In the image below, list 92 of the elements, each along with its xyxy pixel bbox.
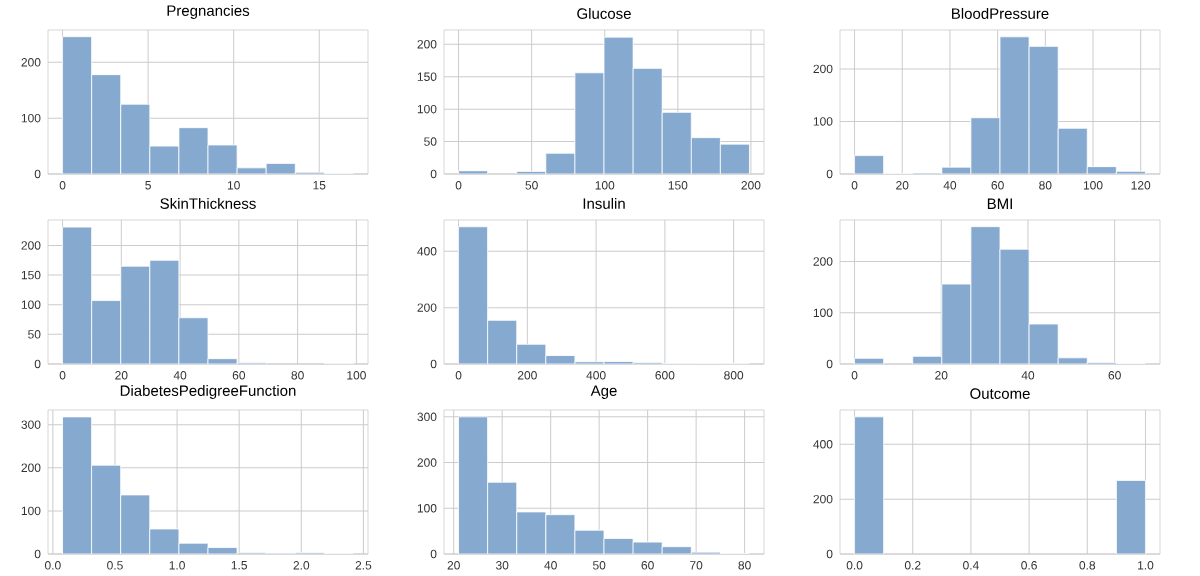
x-tick-label: 0 bbox=[59, 371, 66, 380]
x-tick-label: 0.0 bbox=[846, 561, 863, 570]
y-tick-label: 50 bbox=[424, 137, 437, 146]
x-tick-label: 1.0 bbox=[169, 561, 185, 570]
y-tick-label: 0 bbox=[826, 169, 833, 179]
x-tick-label: 600 bbox=[655, 371, 675, 380]
chart-title: Age bbox=[590, 385, 617, 399]
x-tick-label: 50 bbox=[592, 561, 606, 570]
x-tick-label: 400 bbox=[586, 371, 606, 380]
y-tick-label: 200 bbox=[21, 241, 41, 250]
y-tick-label: 0 bbox=[34, 169, 41, 179]
y-tick-label: 200 bbox=[21, 463, 41, 473]
y-tick-label: 100 bbox=[21, 300, 41, 309]
x-tick-label: 1.5 bbox=[231, 561, 248, 570]
y-tick-label: 400 bbox=[813, 440, 833, 449]
y-tick-label: 0 bbox=[34, 549, 41, 559]
y-tick-label: 300 bbox=[21, 420, 41, 429]
chart-title: DiabetesPedigreeFunction bbox=[120, 384, 296, 399]
y-tick-label: 200 bbox=[417, 458, 437, 467]
x-tick-label: 80 bbox=[291, 371, 304, 380]
y-tick-label: 100 bbox=[813, 308, 833, 317]
x-tick-label: 15 bbox=[313, 181, 326, 190]
y-tick-label: 200 bbox=[417, 303, 437, 312]
x-tick-label: 200 bbox=[741, 181, 761, 190]
x-tick-label: 0 bbox=[851, 371, 858, 380]
y-tick-label: 0 bbox=[430, 359, 437, 369]
y-tick-label: 200 bbox=[417, 40, 437, 49]
x-tick-label: 0.5 bbox=[107, 561, 123, 570]
x-tick-label: 2.5 bbox=[355, 561, 372, 570]
y-tick-label: 400 bbox=[417, 247, 437, 256]
x-tick-label: 0 bbox=[851, 181, 858, 190]
x-tick-label: 0.6 bbox=[1021, 561, 1037, 570]
x-tick-label: 70 bbox=[690, 561, 703, 570]
x-tick-label: 20 bbox=[115, 371, 128, 380]
x-tick-label: 800 bbox=[724, 371, 744, 380]
y-tick-label: 0 bbox=[34, 359, 41, 369]
x-tick-label: 40 bbox=[544, 561, 557, 570]
x-tick-label: 100 bbox=[1083, 181, 1103, 190]
y-tick-label: 0 bbox=[826, 549, 833, 559]
x-tick-label: 60 bbox=[232, 371, 246, 380]
x-tick-label: 0.8 bbox=[1079, 561, 1096, 570]
y-tick-label: 200 bbox=[21, 58, 41, 67]
x-tick-label: 60 bbox=[641, 561, 654, 570]
y-tick-label: 100 bbox=[21, 113, 41, 123]
x-tick-label: 60 bbox=[991, 181, 1004, 190]
x-tick-label: 20 bbox=[447, 561, 460, 570]
y-tick-label: 300 bbox=[417, 412, 437, 422]
x-tick-label: 60 bbox=[1108, 371, 1121, 380]
x-tick-label: 0 bbox=[59, 181, 66, 190]
x-tick-label: 1.0 bbox=[1138, 561, 1154, 570]
x-tick-label: 200 bbox=[517, 371, 537, 380]
chart-title: Pregnancies bbox=[167, 4, 250, 19]
chart-title: BMI bbox=[987, 198, 1012, 209]
y-tick-label: 150 bbox=[21, 270, 41, 280]
y-tick-label: 100 bbox=[21, 506, 41, 516]
y-tick-label: 200 bbox=[813, 64, 833, 74]
x-tick-label: 10 bbox=[227, 181, 240, 190]
x-tick-label: 100 bbox=[595, 181, 615, 190]
x-tick-label: 100 bbox=[347, 371, 366, 380]
x-tick-label: 40 bbox=[173, 371, 187, 380]
x-tick-label: 5 bbox=[145, 181, 151, 190]
y-tick-label: 100 bbox=[813, 117, 833, 126]
chart-title: SkinThickness bbox=[160, 197, 256, 209]
x-tick-label: 0 bbox=[455, 371, 462, 380]
y-tick-label: 200 bbox=[813, 257, 833, 266]
chart-title: Insulin bbox=[583, 197, 625, 209]
x-tick-label: 150 bbox=[668, 181, 688, 190]
x-tick-label: 40 bbox=[943, 181, 957, 190]
x-tick-label: 30 bbox=[495, 561, 509, 570]
x-tick-label: 0.2 bbox=[904, 561, 921, 570]
chart-title: BloodPressure bbox=[952, 7, 1049, 19]
y-tick-label: 100 bbox=[417, 104, 437, 114]
x-tick-label: 0.4 bbox=[963, 561, 979, 570]
x-tick-label: 0 bbox=[455, 181, 462, 190]
chart-title: Outcome bbox=[970, 388, 1030, 399]
y-tick-label: 150 bbox=[417, 72, 437, 81]
y-tick-label: 0 bbox=[826, 359, 833, 369]
x-tick-label: 50 bbox=[525, 181, 538, 190]
y-tick-label: 50 bbox=[28, 330, 41, 339]
x-tick-label: 40 bbox=[1021, 371, 1035, 380]
y-tick-label: 100 bbox=[417, 504, 437, 513]
y-tick-label: 200 bbox=[813, 494, 833, 504]
chart-title: Glucose bbox=[577, 7, 631, 19]
y-tick-label: 0 bbox=[430, 549, 437, 559]
x-tick-label: 80 bbox=[1039, 181, 1052, 190]
x-tick-label: 20 bbox=[896, 181, 909, 190]
x-tick-label: 120 bbox=[1131, 181, 1151, 190]
x-tick-label: 0.0 bbox=[44, 561, 61, 570]
x-tick-label: 80 bbox=[738, 561, 751, 570]
y-tick-label: 0 bbox=[430, 169, 437, 179]
x-tick-label: 2.0 bbox=[293, 561, 310, 570]
x-tick-label: 20 bbox=[935, 371, 948, 380]
